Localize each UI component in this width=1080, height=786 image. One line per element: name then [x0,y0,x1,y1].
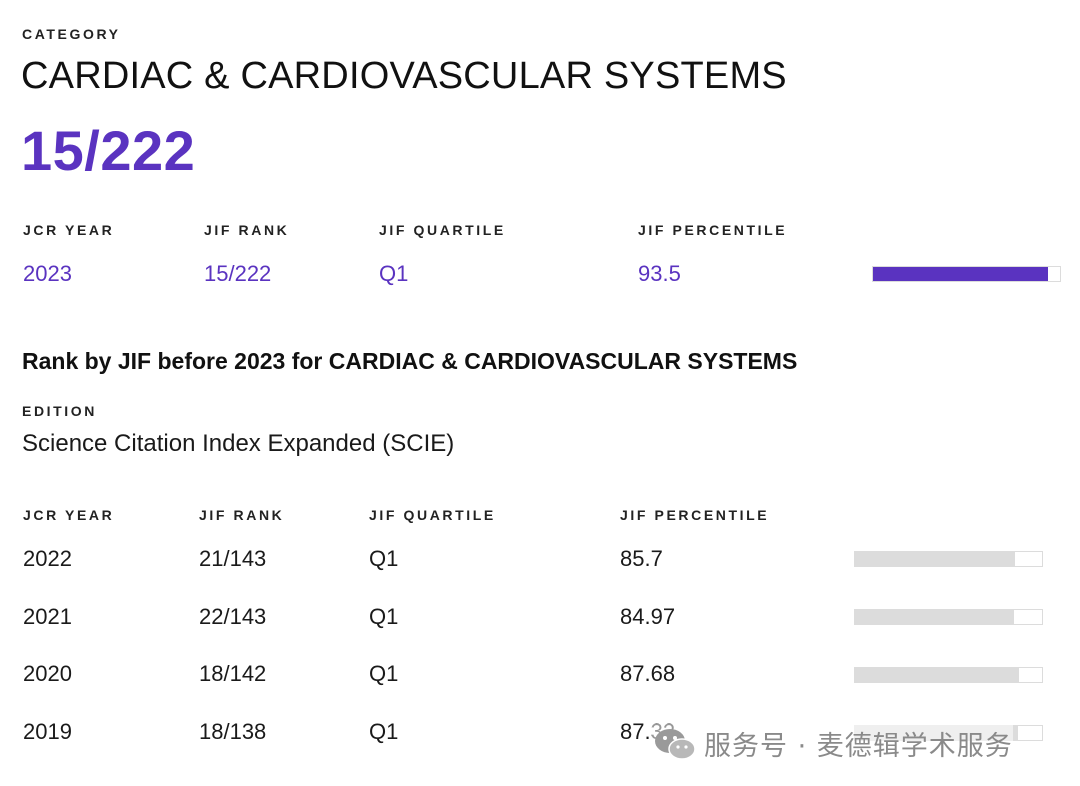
history-row-year: 2019 [23,719,72,744]
history-row-quartile: Q1 [369,719,399,744]
history-row-percentile: 87.68 [620,661,676,686]
current-quartile: Q1 [379,261,409,286]
history-row-year: 2022 [23,546,72,571]
history-header-quartile: JIF QUARTILE [369,507,496,523]
history-percentile-bar-fill [855,552,1016,566]
current-header-quartile: JIF QUARTILE [379,222,506,238]
history-row-percentile: 84.97 [620,604,676,629]
wechat-icon [655,728,696,760]
history-row-rank: 22/143 [199,604,267,629]
watermark: 服务号 · 麦德辑学术服务 [652,724,1013,763]
history-row-year: 2020 [23,661,72,686]
current-header-year: JCR YEAR [23,222,115,238]
category-label: CATEGORY [22,26,121,42]
history-percentile-bar [854,667,1043,683]
current-header-rank: JIF RANK [204,222,290,238]
history-row-year: 2021 [23,604,72,629]
history-header-year: JCR YEAR [23,507,115,523]
current-percentile: 93.5 [638,261,681,286]
watermark-text: 服务号 · 麦德辑学术服务 [704,731,1013,762]
current-header-percentile: JIF PERCENTILE [638,222,788,238]
edition-value: Science Citation Index Expanded (SCIE) [22,430,455,457]
history-row-rank: 18/142 [199,661,267,686]
current-rank: 15/222 [204,261,272,286]
category-name: CARDIAC & CARDIOVASCULAR SYSTEMS [21,55,787,97]
history-header-rank: JIF RANK [199,507,285,523]
history-percentile-bar [854,609,1043,625]
history-title: Rank by JIF before 2023 for CARDIAC & CA… [22,348,798,374]
history-header-percentile: JIF PERCENTILE [620,507,770,523]
history-row-quartile: Q1 [369,546,399,571]
history-percentile-bar-fill [855,610,1014,624]
current-percentile-bar-fill [873,267,1048,281]
current-year: 2023 [23,261,72,286]
history-row-rank: 18/138 [199,719,267,744]
history-row-rank: 21/143 [199,546,267,571]
history-row-quartile: Q1 [369,604,399,629]
history-percentile-bar [854,551,1043,567]
edition-label: EDITION [22,403,97,419]
history-row-percentile: 85.7 [620,546,663,571]
category-rank: 15/222 [21,119,196,182]
history-row-quartile: Q1 [369,661,399,686]
current-percentile-bar [872,266,1061,282]
history-percentile-bar-fill [855,668,1019,682]
